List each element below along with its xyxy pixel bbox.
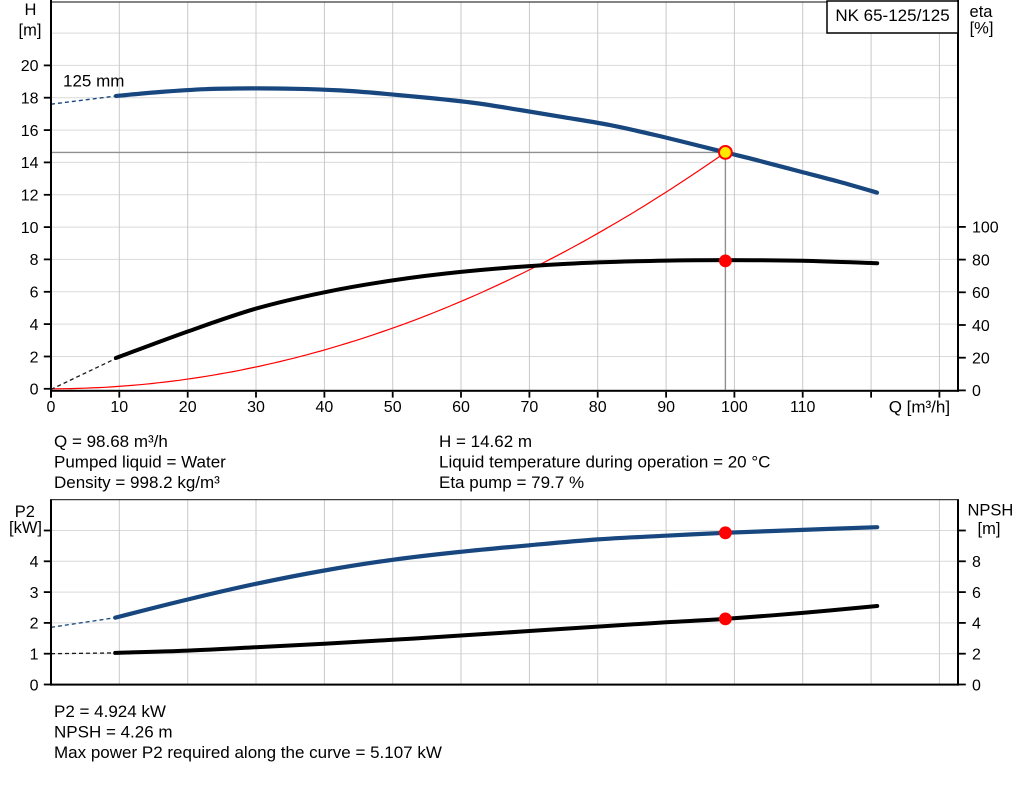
svg-text:[kW]: [kW] [9,519,42,537]
svg-text:[%]: [%] [970,19,994,37]
svg-text:Pumped liquid = Water: Pumped liquid = Water [54,453,226,472]
svg-text:20: 20 [179,399,197,416]
svg-text:60: 60 [972,285,990,302]
svg-text:2: 2 [972,647,981,664]
svg-text:0: 0 [972,383,981,400]
svg-text:110: 110 [790,399,816,416]
svg-text:4: 4 [972,616,981,633]
svg-text:100: 100 [972,220,999,237]
svg-text:8: 8 [972,554,981,571]
svg-text:Max power P2 required along th: Max power P2 required along the curve = … [54,743,442,762]
svg-text:14: 14 [21,155,39,172]
svg-text:Eta pump = 79.7 %: Eta pump = 79.7 % [439,473,584,492]
svg-text:NK 65-125/125: NK 65-125/125 [835,6,949,25]
svg-text:0: 0 [30,382,39,399]
svg-text:10: 10 [110,399,128,416]
svg-text:P2: P2 [15,503,35,521]
svg-text:P2 = 4.924 kW: P2 = 4.924 kW [54,702,166,721]
svg-text:2: 2 [30,616,39,633]
svg-text:4: 4 [30,317,39,334]
svg-text:3: 3 [30,585,39,602]
svg-text:6: 6 [972,585,981,602]
svg-text:40: 40 [316,399,334,416]
svg-text:[m]: [m] [978,520,1001,538]
svg-text:2: 2 [30,349,39,366]
svg-text:60: 60 [452,399,470,416]
svg-text:H: H [25,1,37,19]
svg-text:10: 10 [21,220,39,237]
svg-text:Q [m³/h]: Q [m³/h] [889,398,950,417]
svg-text:20: 20 [21,58,39,75]
svg-text:20: 20 [972,351,990,368]
svg-text:4: 4 [30,554,39,571]
svg-text:18: 18 [21,91,39,108]
svg-text:8: 8 [30,252,39,269]
svg-text:6: 6 [30,285,39,302]
svg-text:100: 100 [721,399,748,416]
svg-text:40: 40 [972,318,990,335]
svg-text:16: 16 [21,123,39,140]
svg-text:0: 0 [30,677,39,694]
svg-text:90: 90 [657,399,675,416]
svg-text:12: 12 [21,188,39,205]
svg-text:eta: eta [970,3,994,21]
svg-text:50: 50 [384,399,402,416]
svg-text:125 mm: 125 mm [63,72,124,91]
svg-text:30: 30 [247,399,265,416]
svg-text:70: 70 [521,399,539,416]
svg-text:80: 80 [972,252,990,269]
svg-text:0: 0 [47,399,56,416]
svg-text:Q = 98.68 m³/h: Q = 98.68 m³/h [54,432,168,451]
svg-text:H = 14.62 m: H = 14.62 m [439,432,532,451]
svg-text:[m]: [m] [19,21,42,39]
svg-text:Density = 998.2 kg/m³: Density = 998.2 kg/m³ [54,473,220,492]
svg-text:1: 1 [30,647,39,664]
svg-text:Liquid temperature during oper: Liquid temperature during operation = 20… [439,453,770,472]
svg-text:NPSH = 4.26 m: NPSH = 4.26 m [54,723,173,742]
svg-text:NPSH: NPSH [967,501,1013,519]
svg-text:80: 80 [589,399,607,416]
svg-text:0: 0 [972,677,981,694]
